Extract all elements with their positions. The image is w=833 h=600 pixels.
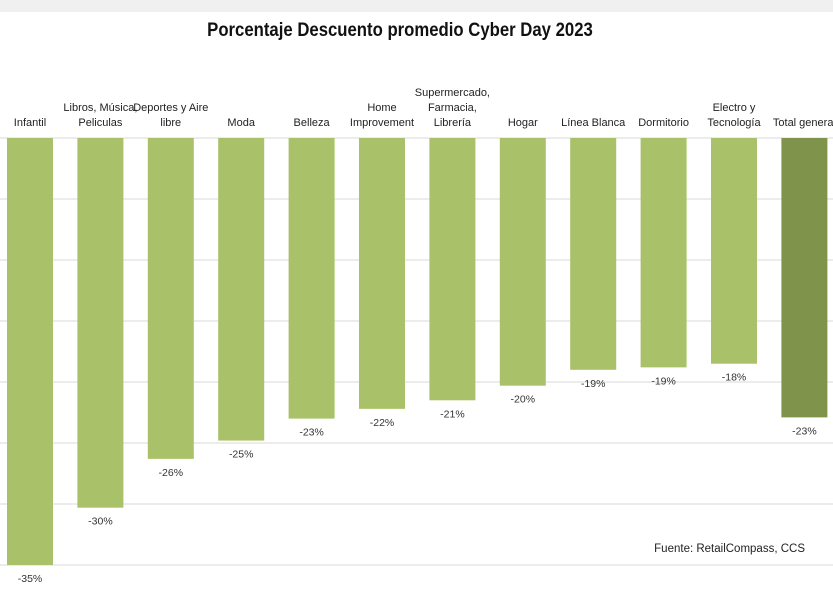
bar bbox=[77, 138, 124, 508]
data-label: -22% bbox=[370, 417, 395, 429]
category-label: Línea Blanca bbox=[561, 117, 626, 129]
chart-title: Porcentaje Descuento promedio Cyber Day … bbox=[207, 20, 593, 41]
bar bbox=[359, 138, 405, 409]
data-label: -19% bbox=[581, 378, 606, 390]
data-label: -18% bbox=[722, 372, 747, 384]
category-label: Dormitorio bbox=[638, 117, 689, 129]
category-label: Librería bbox=[434, 117, 472, 129]
bar bbox=[781, 138, 828, 418]
category-label: Electro y bbox=[713, 102, 756, 114]
category-label: Deportes y Aire bbox=[133, 102, 208, 114]
category-label: libre bbox=[160, 117, 181, 129]
category-label: Infantil bbox=[14, 117, 46, 129]
data-label: -35% bbox=[18, 573, 43, 585]
category-label: Total general bbox=[773, 117, 833, 129]
bar bbox=[499, 138, 546, 386]
category-label: Home bbox=[367, 102, 396, 114]
category-label: Peliculas bbox=[78, 117, 123, 129]
bar bbox=[218, 138, 265, 441]
data-label: -23% bbox=[792, 425, 817, 437]
data-label: -26% bbox=[159, 467, 184, 479]
data-label: -20% bbox=[511, 394, 536, 406]
category-label: Moda bbox=[227, 117, 255, 129]
bar bbox=[7, 138, 53, 565]
category-label: Farmacia, bbox=[428, 102, 477, 114]
data-label: -19% bbox=[651, 375, 676, 387]
bar bbox=[147, 138, 194, 459]
data-label: -23% bbox=[299, 427, 324, 439]
data-label: -21% bbox=[440, 408, 465, 420]
category-label: Belleza bbox=[294, 117, 331, 129]
source-note: Fuente: RetailCompass, CCS bbox=[654, 543, 805, 555]
category-label: Tecnología bbox=[707, 117, 761, 129]
bar bbox=[711, 138, 757, 364]
category-label: Improvement bbox=[350, 117, 414, 129]
category-label: Hogar bbox=[508, 117, 538, 129]
data-label: -25% bbox=[229, 449, 254, 461]
bar bbox=[288, 138, 335, 419]
category-label: Supermercado, bbox=[415, 87, 490, 99]
bar bbox=[570, 138, 617, 370]
bar bbox=[429, 138, 476, 401]
bar bbox=[640, 138, 687, 368]
category-label: Libros, Música, bbox=[63, 102, 137, 114]
data-label: -30% bbox=[88, 516, 113, 528]
top-strip bbox=[0, 0, 833, 12]
